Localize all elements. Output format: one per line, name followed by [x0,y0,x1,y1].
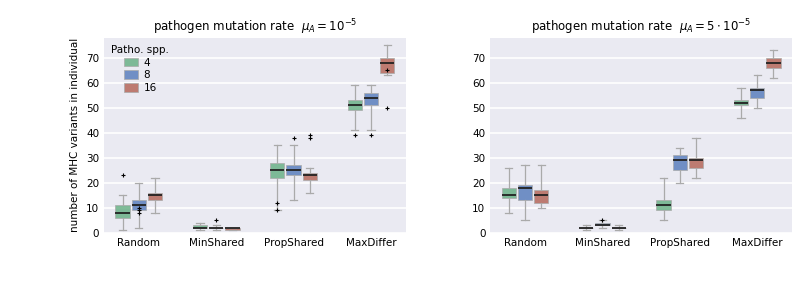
PathPatch shape [502,188,516,198]
PathPatch shape [766,58,781,68]
PathPatch shape [302,173,317,180]
PathPatch shape [364,93,378,105]
Title: pathogen mutation rate  $\mu_A = 5 \cdot 10^{-5}$: pathogen mutation rate $\mu_A = 5 \cdot … [531,17,751,37]
PathPatch shape [534,190,549,203]
PathPatch shape [689,158,703,168]
PathPatch shape [347,100,362,110]
PathPatch shape [226,228,239,230]
PathPatch shape [270,163,285,178]
PathPatch shape [115,205,130,218]
PathPatch shape [148,193,162,200]
PathPatch shape [380,58,394,73]
Title: pathogen mutation rate  $\mu_A = 10^{-5}$: pathogen mutation rate $\mu_A = 10^{-5}$ [153,17,357,37]
Y-axis label: number of MHC variants in individual: number of MHC variants in individual [70,38,81,233]
PathPatch shape [750,88,764,98]
PathPatch shape [286,165,301,175]
Legend: 4, 8, 16: 4, 8, 16 [110,43,171,95]
PathPatch shape [595,223,610,225]
PathPatch shape [193,225,207,228]
PathPatch shape [518,185,532,200]
PathPatch shape [673,155,687,170]
PathPatch shape [132,200,146,210]
PathPatch shape [657,200,670,210]
PathPatch shape [734,100,748,105]
